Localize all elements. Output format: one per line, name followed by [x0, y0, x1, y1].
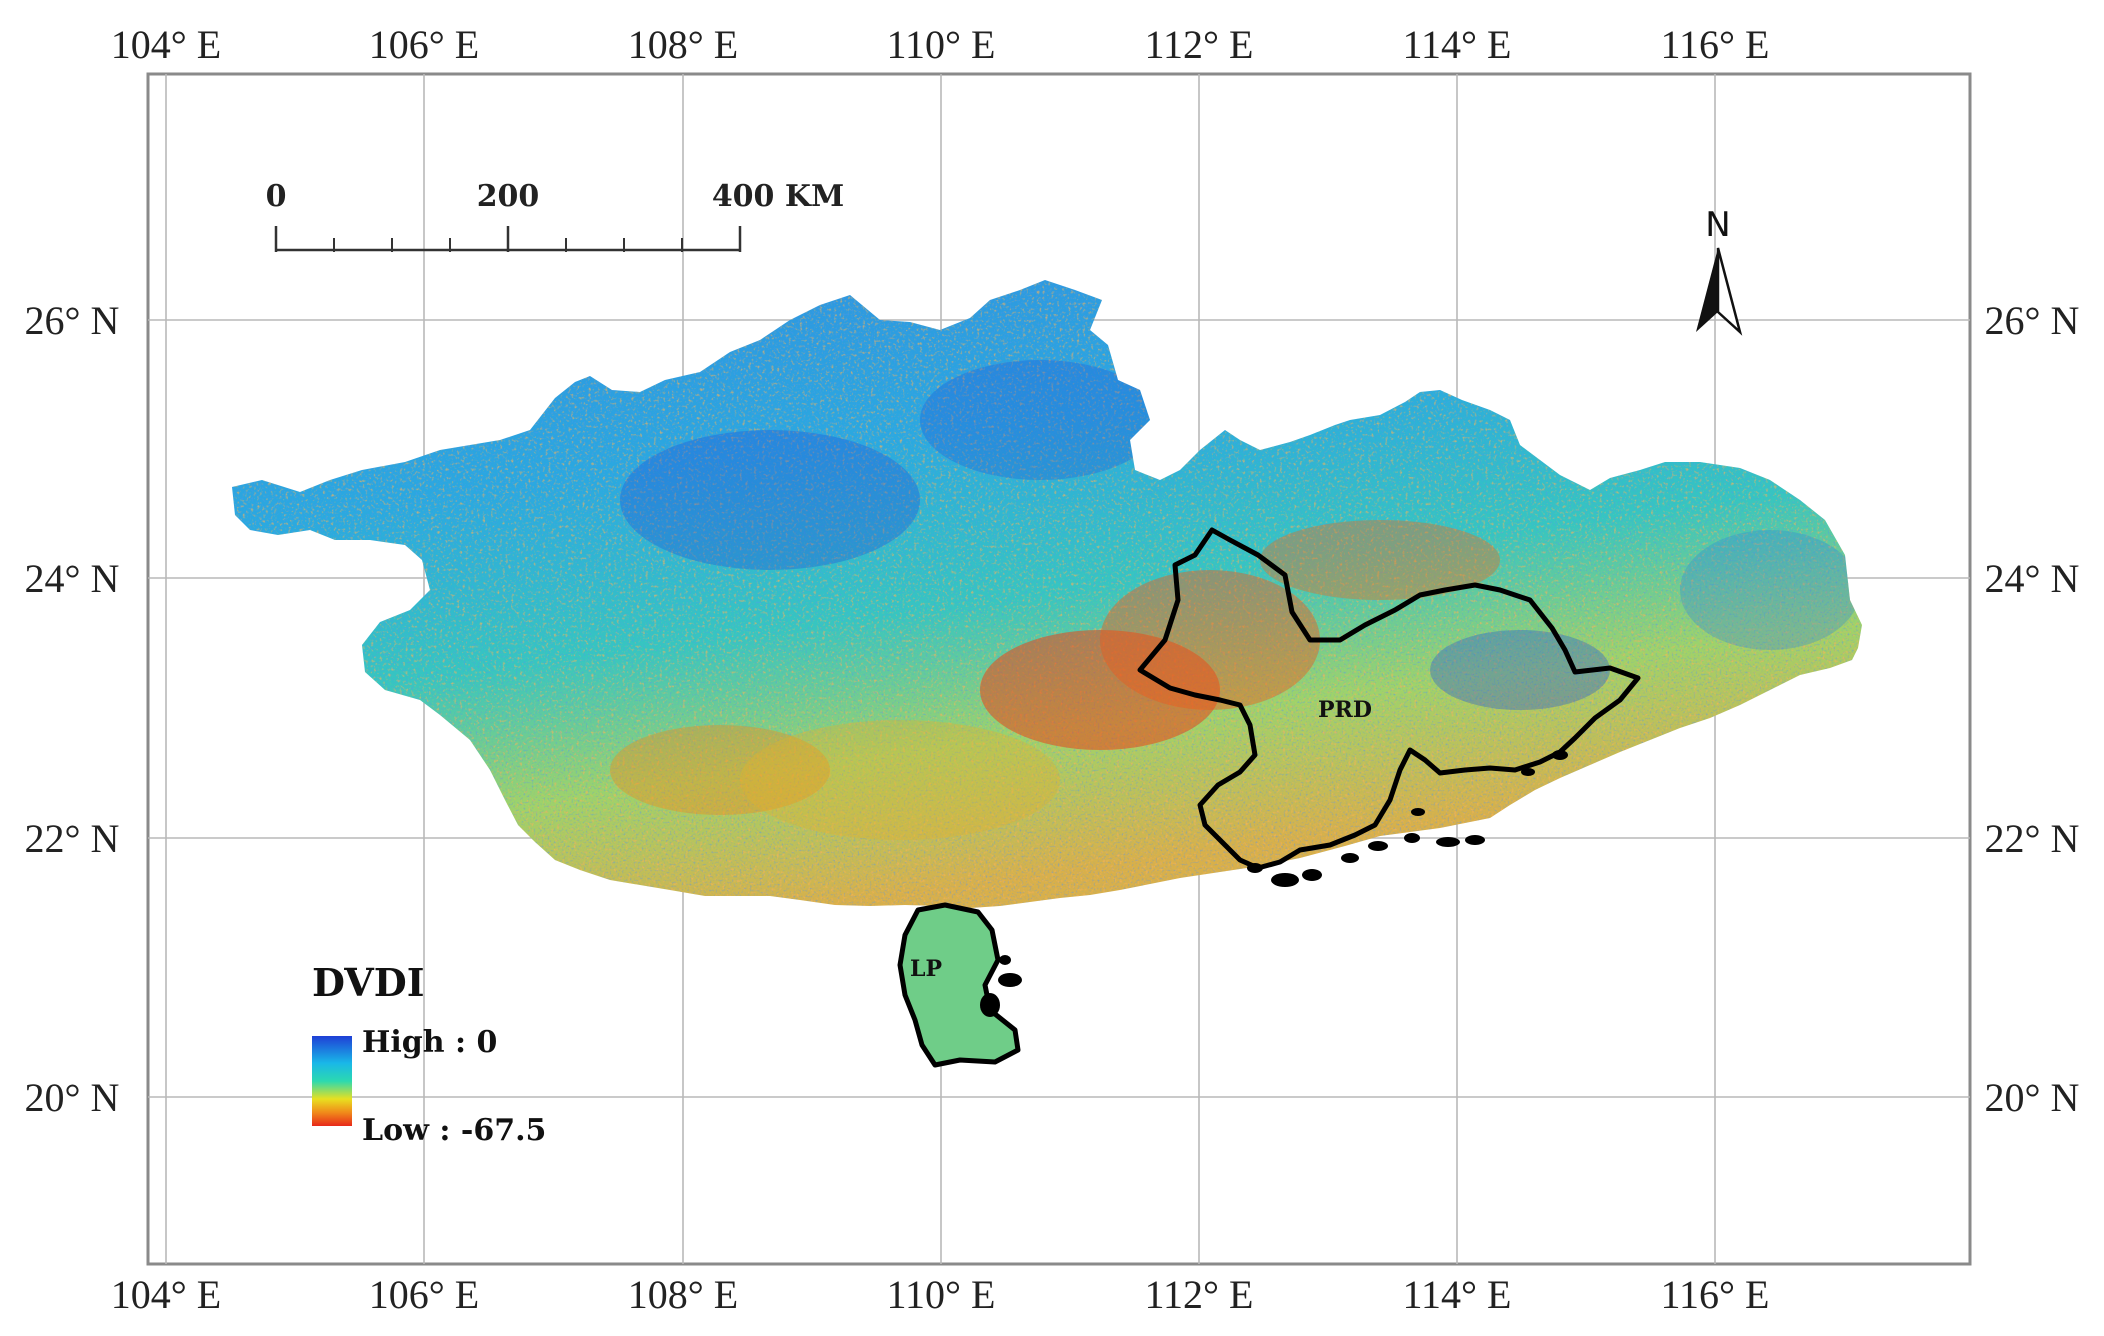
prd-boundary: [1137, 527, 1641, 871]
lat-label-left-24: 24° N: [25, 556, 120, 601]
legend-low-label: Low : -67.5: [362, 1113, 546, 1148]
lon-label-bottom-106: 106° E: [369, 1272, 479, 1317]
scale-label-0: 0: [266, 179, 287, 214]
lon-labels-bottom: 104° E 106° E 108° E 110° E 112° E 114° …: [111, 1272, 1770, 1317]
north-label: N: [1705, 205, 1730, 245]
lon-labels-top: 104° E 106° E 108° E 110° E 112° E 114° …: [111, 22, 1770, 67]
legend-title: DVDI: [312, 960, 425, 1005]
lon-label-bottom-108: 108° E: [628, 1272, 738, 1317]
lon-label-top-112: 112° E: [1145, 22, 1254, 67]
lon-label-bottom-110: 110° E: [887, 1272, 996, 1317]
north-arrow-right: [1716, 247, 1743, 336]
lon-label-top-106: 106° E: [369, 22, 479, 67]
lp-islands: [980, 955, 1022, 1017]
lat-labels-right: 26° N 24° N 22° N 20° N: [1985, 298, 2080, 1120]
prd-label: PRD: [1318, 697, 1372, 723]
lp-label: LP: [910, 956, 942, 982]
scale-label-400: 400 KM: [712, 179, 844, 214]
lat-labels-left: 26° N 24° N 22° N 20° N: [25, 298, 120, 1120]
legend: DVDI High : 0 Low : -67.5: [312, 960, 546, 1148]
lon-label-bottom-104: 104° E: [111, 1272, 221, 1317]
lon-label-top-116: 116° E: [1661, 22, 1770, 67]
leizhou-land: [900, 905, 1018, 1065]
north-arrow-left: [1696, 248, 1718, 332]
scale-label-200: 200: [477, 179, 540, 214]
lon-label-top-114: 114° E: [1403, 22, 1512, 67]
scale-bar: 0 200 400 KM: [266, 179, 844, 252]
lat-label-right-22: 22° N: [1985, 816, 2080, 861]
lat-label-left-20: 20° N: [25, 1075, 120, 1120]
lp-boundary: [897, 902, 1021, 1068]
lon-label-bottom-112: 112° E: [1145, 1272, 1254, 1317]
lon-label-top-104: 104° E: [111, 22, 221, 67]
lat-label-left-26: 26° N: [25, 298, 120, 343]
lat-label-right-24: 24° N: [1985, 556, 2080, 601]
lat-label-right-20: 20° N: [1985, 1075, 2080, 1120]
lat-label-left-22: 22° N: [25, 816, 120, 861]
lon-label-top-110: 110° E: [887, 22, 996, 67]
lon-label-bottom-114: 114° E: [1403, 1272, 1512, 1317]
legend-color-ramp: [312, 1036, 352, 1126]
lon-label-top-108: 108° E: [628, 22, 738, 67]
lon-label-bottom-116: 116° E: [1661, 1272, 1770, 1317]
north-arrow: N: [1696, 205, 1743, 336]
prd-islands: [1247, 750, 1568, 887]
legend-high-label: High : 0: [362, 1025, 497, 1060]
lat-label-right-26: 26° N: [1985, 298, 2080, 343]
